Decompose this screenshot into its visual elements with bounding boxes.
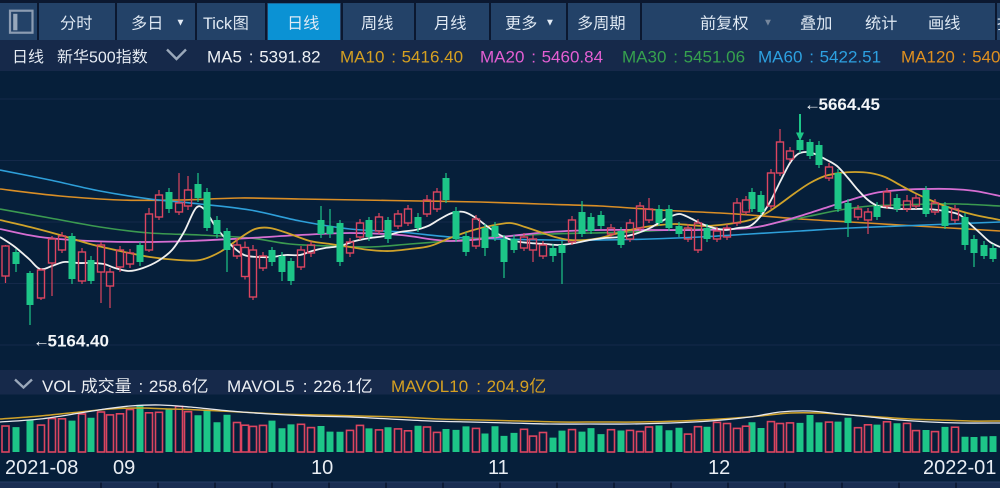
svg-text:226.1: 226.1 xyxy=(313,377,356,396)
svg-text:MA30: MA30 xyxy=(622,47,666,66)
svg-text::: : xyxy=(303,377,308,396)
svg-text::: : xyxy=(139,377,144,396)
svg-text:5451.06: 5451.06 xyxy=(684,47,745,66)
svg-text:5460.84: 5460.84 xyxy=(542,47,603,66)
svg-text:←: ← xyxy=(33,332,50,351)
svg-text:204.9: 204.9 xyxy=(487,377,530,396)
svg-text:VOL: VOL xyxy=(42,377,76,396)
svg-text::: : xyxy=(391,47,396,66)
svg-text:500: 500 xyxy=(89,49,116,66)
svg-text:5409.62: 5409.62 xyxy=(972,47,1000,66)
svg-text:MA5: MA5 xyxy=(207,47,242,66)
svg-text::: : xyxy=(809,47,814,66)
svg-text:2022-01: 2022-01 xyxy=(923,457,996,479)
svg-text:10: 10 xyxy=(311,457,333,479)
svg-text:▼: ▼ xyxy=(763,18,773,29)
svg-text::: : xyxy=(673,47,678,66)
svg-text::: : xyxy=(249,47,254,66)
svg-text:11: 11 xyxy=(488,457,509,479)
svg-text::: : xyxy=(476,377,481,396)
svg-text:MAVOL10: MAVOL10 xyxy=(391,377,468,396)
svg-text:MA20: MA20 xyxy=(480,47,524,66)
svg-text:←: ← xyxy=(804,95,821,114)
svg-text:5164.40: 5164.40 xyxy=(48,332,109,351)
svg-text:MA10: MA10 xyxy=(340,47,384,66)
svg-text::: : xyxy=(531,47,536,66)
svg-text:2021-08: 2021-08 xyxy=(5,457,78,479)
svg-text:5422.51: 5422.51 xyxy=(820,47,881,66)
svg-text:5664.45: 5664.45 xyxy=(819,95,880,114)
svg-text:Tick: Tick xyxy=(203,15,233,33)
svg-text:MA120: MA120 xyxy=(901,47,955,66)
svg-text:258.6: 258.6 xyxy=(149,377,192,396)
svg-text:12: 12 xyxy=(708,457,730,479)
svg-text:MAVOL5: MAVOL5 xyxy=(227,377,295,396)
svg-text:5391.82: 5391.82 xyxy=(259,47,320,66)
svg-text:5416.40: 5416.40 xyxy=(402,47,463,66)
svg-text:▼: ▼ xyxy=(176,18,186,29)
svg-text:09: 09 xyxy=(113,457,135,479)
svg-text:MA60: MA60 xyxy=(758,47,802,66)
svg-text::: : xyxy=(962,47,967,66)
svg-text:▼: ▼ xyxy=(545,18,555,29)
